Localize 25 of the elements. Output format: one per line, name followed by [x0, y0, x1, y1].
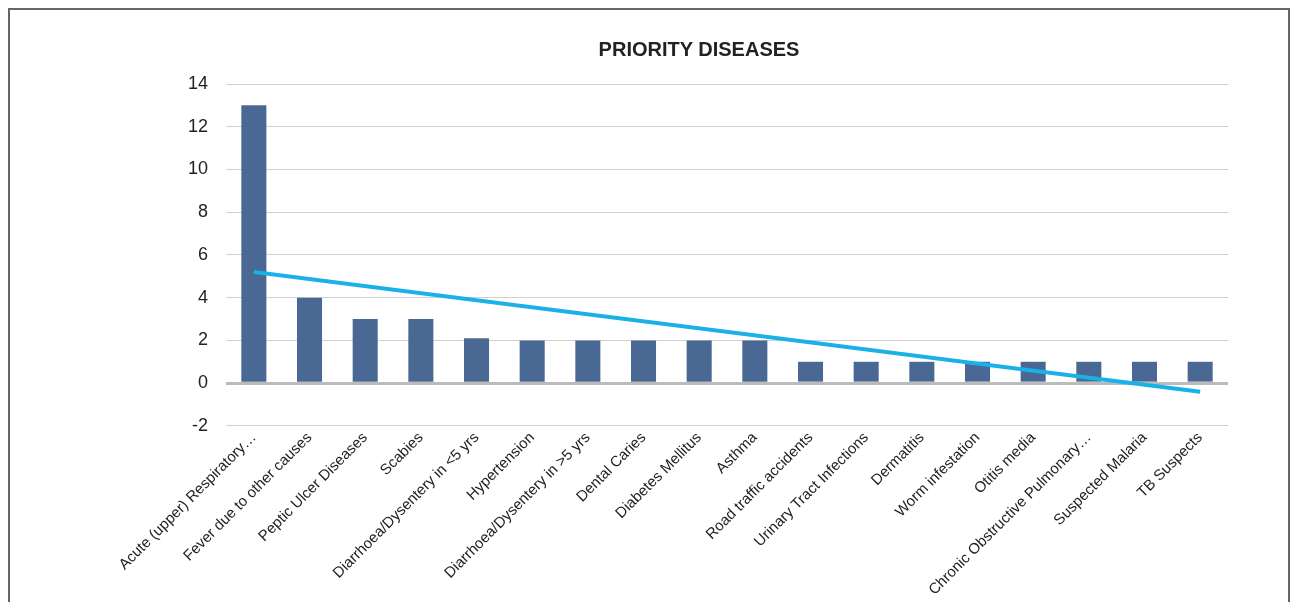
bar: [742, 340, 768, 382]
y-tick-label: -2: [192, 414, 209, 435]
bar: [853, 361, 879, 382]
bar: [575, 340, 601, 382]
y-tick-label: 10: [187, 158, 209, 179]
y-tick-label: 14: [187, 72, 209, 93]
y-tick-label: 6: [198, 243, 209, 264]
bar: [297, 297, 323, 382]
bar: [519, 340, 545, 382]
bar: [1131, 361, 1158, 382]
bar: [630, 340, 657, 382]
y-tick-label: 0: [198, 372, 209, 393]
bar: [352, 319, 378, 382]
bar: [408, 319, 434, 382]
bar: [686, 340, 712, 382]
bar: [1187, 361, 1213, 382]
y-tick-label: 4: [198, 286, 209, 307]
bar: [463, 338, 490, 382]
bar: [797, 361, 824, 382]
chart-title: PRIORITY DISEASES: [598, 37, 800, 60]
y-tick-label: 12: [187, 115, 209, 136]
y-tick-label: 8: [198, 201, 209, 222]
bar: [241, 105, 267, 382]
y-tick-label: 2: [198, 329, 209, 350]
bar: [909, 361, 935, 382]
